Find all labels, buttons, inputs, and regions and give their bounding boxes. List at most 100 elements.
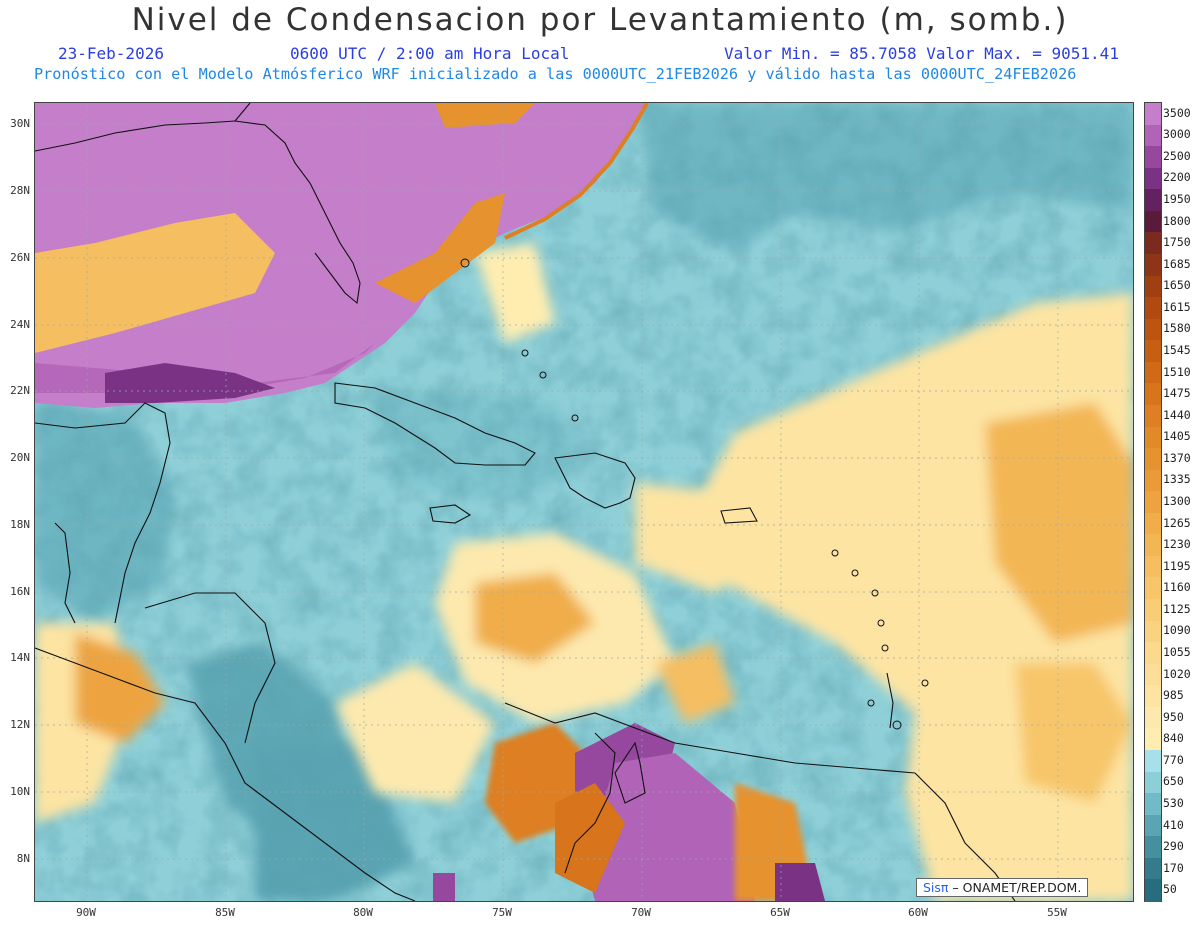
colorbar: [1144, 102, 1162, 902]
lat-label: 28N: [10, 184, 30, 197]
colorbar-segment: [1145, 383, 1161, 406]
colorbar-label: 1405: [1163, 429, 1191, 444]
colorbar-label: 650: [1163, 774, 1184, 789]
colorbar-segment: [1145, 167, 1161, 190]
high-lcl-zones: [35, 243, 1133, 901]
colorbar-label: 1055: [1163, 644, 1191, 659]
lat-label: 26N: [10, 251, 30, 264]
colorbar-label: 1230: [1163, 537, 1191, 552]
lat-label: 12N: [10, 718, 30, 731]
credit-text: – ONAMET/REP.DOM.: [952, 880, 1082, 895]
lat-label: 10N: [10, 785, 30, 798]
colorbar-segment: [1145, 146, 1161, 169]
colorbar-segment: [1145, 426, 1161, 449]
lat-label: 16N: [10, 585, 30, 598]
colorbar-label: 1510: [1163, 364, 1191, 379]
colorbar-segment: [1145, 124, 1161, 147]
colorbar-label: 1335: [1163, 472, 1191, 487]
colorbar-segment: [1145, 469, 1161, 492]
lon-label: 55W: [1047, 906, 1067, 919]
colorbar-segment: [1145, 340, 1161, 363]
colorbar-label: 1300: [1163, 494, 1191, 508]
value-range: Valor Min. = 85.7058 Valor Max. = 9051.4…: [724, 44, 1119, 63]
colorbar-label: 530: [1163, 795, 1184, 810]
lat-label: 14N: [10, 651, 30, 664]
colorbar-segment: [1145, 663, 1161, 686]
colorbar-segment: [1145, 491, 1161, 514]
colorbar-label: 1265: [1163, 515, 1191, 530]
pi-icon: π: [940, 880, 949, 895]
colorbar-segment: [1145, 577, 1161, 600]
colorbar-label: 1650: [1163, 278, 1191, 293]
colorbar-segment: [1145, 253, 1161, 277]
colorbar-segment: [1145, 189, 1161, 212]
colorbar-label: 50: [1163, 882, 1177, 897]
colorbar-segment: [1145, 275, 1161, 298]
colorbar-label: 2200: [1163, 170, 1191, 185]
colorbar-label: 3000: [1163, 127, 1191, 142]
colorbar-label: 1615: [1163, 299, 1191, 314]
map-canvas: [35, 103, 1133, 901]
colorbar-segment: [1145, 642, 1161, 665]
colorbar-label: 770: [1163, 752, 1184, 767]
colorbar-segment: [1145, 599, 1161, 622]
lon-label: 90W: [76, 906, 96, 919]
colorbar-segment: [1145, 555, 1161, 579]
lon-label: 75W: [492, 906, 512, 919]
colorbar-label: 1580: [1163, 321, 1191, 336]
colorbar-segment: [1145, 685, 1161, 708]
forecast-date: 23-Feb-2026: [58, 44, 164, 63]
colorbar-label: 1800: [1163, 213, 1191, 228]
lon-label: 70W: [631, 906, 651, 919]
colorbar-label: 950: [1163, 709, 1184, 724]
colorbar-label: 1125: [1163, 601, 1191, 616]
colorbar-label: 1195: [1163, 558, 1191, 573]
lat-label: 18N: [10, 518, 30, 531]
colorbar-segment: [1145, 879, 1161, 902]
credit-label: Sisπ – ONAMET/REP.DOM.: [916, 878, 1089, 897]
colorbar-label: 840: [1163, 731, 1184, 746]
islands: [460, 258, 929, 730]
colorbar-segment: [1145, 793, 1161, 816]
colorbar-label: 2500: [1163, 148, 1191, 163]
lon-label: 65W: [770, 906, 790, 919]
map-title: Nivel de Condensacion por Levantamiento …: [131, 2, 1069, 38]
colorbar-segment: [1145, 448, 1161, 471]
colorbar-label: 1090: [1163, 623, 1191, 638]
lon-label: 85W: [215, 906, 235, 919]
colorbar-label: 985: [1163, 688, 1184, 703]
colorbar-label: 410: [1163, 817, 1184, 832]
colorbar-segment: [1145, 318, 1161, 341]
colorbar-label: 290: [1163, 839, 1184, 854]
lon-label: 60W: [908, 906, 928, 919]
colorbar-segment: [1145, 103, 1161, 126]
colorbar-segment: [1145, 836, 1161, 859]
colorbar-label: 1160: [1163, 580, 1191, 595]
colorbar-segment: [1145, 361, 1161, 384]
colorbar-segment: [1145, 232, 1161, 255]
credit-brand: Sis: [923, 880, 941, 895]
lat-label: 30N: [10, 117, 30, 130]
colorbar-segment: [1145, 706, 1161, 730]
colorbar-segment: [1145, 620, 1161, 643]
lat-label: 8N: [16, 852, 30, 865]
model-description: Pronóstico con el Modelo Atmósferico WRF…: [34, 65, 1077, 83]
colorbar-label: 1020: [1163, 666, 1191, 681]
colorbar-segment: [1145, 297, 1161, 320]
south-region: [433, 723, 825, 901]
colorbar-label: 3500: [1163, 105, 1191, 120]
colorbar-segment: [1145, 534, 1161, 557]
colorbar-segment: [1145, 728, 1161, 751]
colorbar-segment: [1145, 814, 1161, 837]
colorbar-label: 1475: [1163, 386, 1191, 401]
colorbar-segment: [1145, 210, 1161, 233]
colorbar-segment: [1145, 750, 1161, 773]
graticule: [35, 103, 1133, 901]
purple-region: [35, 103, 649, 408]
map-panel[interactable]: [34, 102, 1134, 902]
lat-label: 20N: [10, 451, 30, 464]
colorbar-label: 1545: [1163, 343, 1191, 358]
colorbar-label: 1440: [1163, 407, 1191, 422]
colorbar-label: 1950: [1163, 192, 1191, 207]
coastlines: [35, 103, 1016, 901]
